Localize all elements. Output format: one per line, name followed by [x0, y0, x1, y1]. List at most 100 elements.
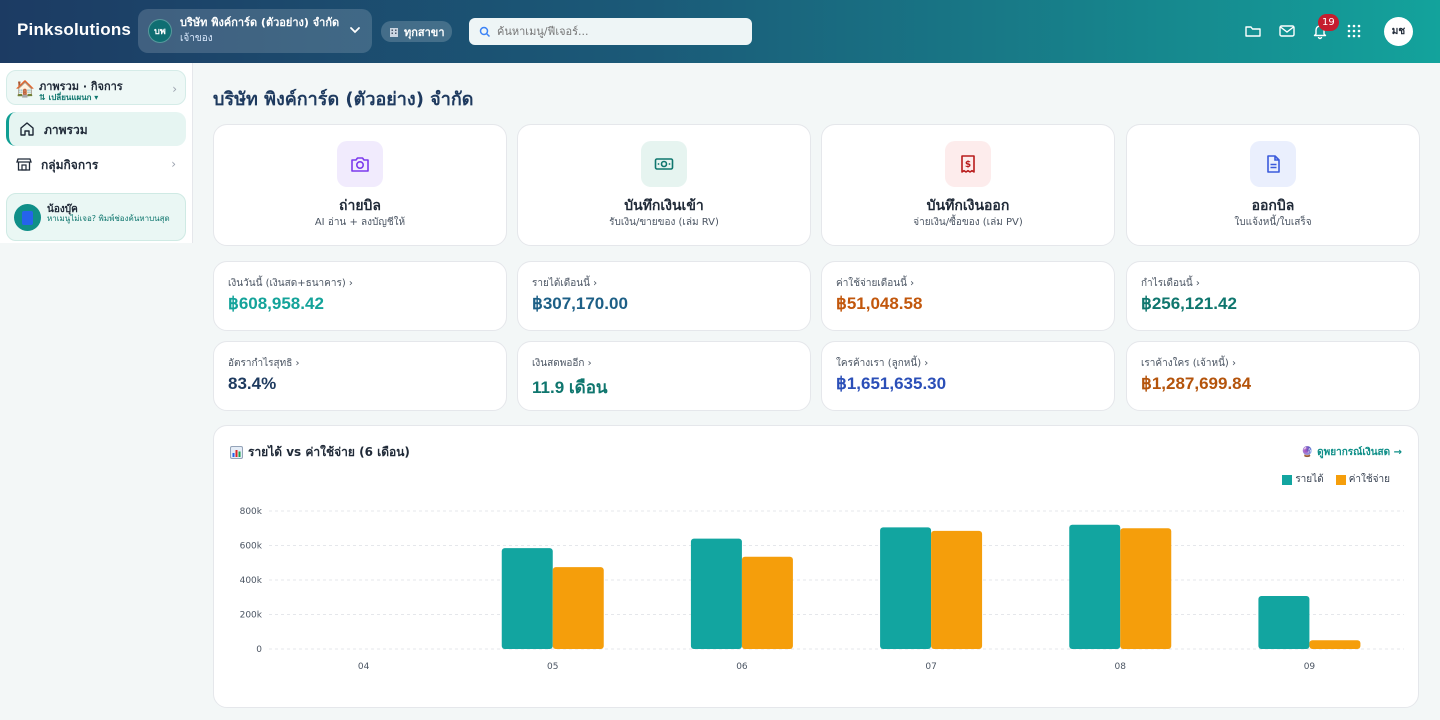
assistant-name: น้องบุ๊ค: [47, 204, 78, 215]
sidebar: 🏠 ภาพรวม · กิจการ ⇅ เปลี่ยนแผนก ▾ › ภาพร…: [0, 63, 193, 243]
quick-action-icon-box: [1250, 141, 1296, 187]
bar-expense: [1309, 640, 1361, 649]
building-icon: [390, 27, 398, 37]
brand-logo[interactable]: Pinksolutions: [17, 20, 132, 39]
stat-value: ฿307,170.00: [532, 294, 628, 313]
book-icon: [22, 210, 33, 225]
bar-income: [501, 548, 553, 649]
x-tick-label: 09: [1304, 662, 1316, 672]
workspace-switcher[interactable]: 🏠 ภาพรวม · กิจการ ⇅ เปลี่ยนแผนก ▾ ›: [6, 70, 186, 105]
stat-value: 83.4%: [228, 374, 277, 393]
quick-action-record-expense[interactable]: $ บันทึกเงินออก จ่ายเงิน/ซื้อของ (เล่ม P…: [821, 124, 1115, 246]
stat-label: อัตรากำไรสุทธิ ›: [228, 358, 300, 369]
quick-action-icon-box: [641, 141, 687, 187]
bar-expense: [931, 530, 983, 649]
stat-label: เราค้างใคร (เจ้าหนี้) ›: [1141, 358, 1237, 369]
chart-legend: รายได้ ค่าใช้จ่าย: [1282, 472, 1390, 487]
bar-chart: 0 200k 400k 600k 800k 04 05 06 07 08 09: [240, 507, 1404, 672]
stat-label: ค่าใช้จ่ายเดือนนี้ ›: [836, 278, 915, 289]
assistant-description: หาเมนูไม่เจอ? พิมพ์ช่องค้นหาบนสุด: [47, 214, 170, 223]
quick-action-scan-bill[interactable]: ถ่ายบิล AI อ่าน + ลงบัญชีให้: [213, 124, 507, 246]
bar-income: [1258, 596, 1310, 649]
user-avatar[interactable]: มช: [1384, 17, 1413, 46]
stat-expense-month[interactable]: ค่าใช้จ่ายเดือนนี้ › ฿51,048.58: [821, 261, 1115, 331]
y-tick-label: 600k: [240, 542, 263, 552]
folder-icon[interactable]: [1244, 22, 1262, 40]
quick-action-title: บันทึกเงินออก: [926, 198, 1010, 214]
quick-action-icon-box: [337, 141, 383, 187]
quick-action-record-income[interactable]: บันทึกเงินเข้า รับเงิน/ขายของ (เล่ม RV): [517, 124, 811, 246]
stat-income-month[interactable]: รายได้เดือนนี้ › ฿307,170.00: [517, 261, 811, 331]
quick-action-subtitle: รับเงิน/ขายของ (เล่ม RV): [609, 217, 719, 228]
stat-value: ฿608,958.42: [228, 294, 324, 313]
search-bar[interactable]: [469, 18, 752, 45]
house-icon: 🏠: [15, 79, 35, 98]
x-tick-label: 07: [925, 662, 936, 672]
quick-action-title: ออกบิล: [1251, 198, 1295, 214]
income-expense-chart-card: 0 200k 400k 600k 800k 04 05 06 07 08 09 รายได้ vs …: [213, 425, 1419, 708]
search-input[interactable]: [497, 25, 737, 38]
chevron-right-icon: ›: [172, 82, 177, 96]
y-tick-label: 0: [256, 645, 262, 655]
legend-item: ค่าใช้จ่าย: [1335, 472, 1390, 487]
search-icon: [479, 26, 491, 37]
stat-value: ฿1,651,635.30: [836, 374, 947, 393]
quick-action-subtitle: AI อ่าน + ลงบัญชีให้: [314, 217, 406, 228]
quick-action-issue-invoice[interactable]: ออกบิล ใบแจ้งหนี้/ใบเสร็จ: [1126, 124, 1420, 246]
document-icon: [1267, 155, 1280, 173]
stat-label: ใครค้างเรา (ลูกหนี้) ›: [836, 358, 929, 369]
bar-expense: [741, 556, 793, 649]
branch-selector[interactable]: ทุกสาขา: [381, 21, 452, 42]
bar-income: [880, 527, 932, 649]
x-tick-label: 06: [736, 662, 748, 672]
x-tick-label: 08: [1115, 662, 1127, 672]
notification-badge: 19: [1318, 14, 1339, 31]
stat-value: ฿51,048.58: [836, 294, 923, 313]
company-role: เจ้าของ: [180, 33, 213, 44]
y-tick-label: 400k: [240, 576, 263, 586]
assistant-avatar: [14, 204, 41, 231]
legend-label: รายได้: [1295, 474, 1324, 485]
stat-value: 11.9 เดือน: [532, 378, 608, 397]
company-switcher[interactable]: บพ บริษัท พิงค์การ์ด (ตัวอย่าง) จำกัด เจ…: [138, 9, 372, 53]
top-header: Pinksolutions บพ บริษัท พิงค์การ์ด (ตัวอ…: [0, 0, 1440, 63]
quick-action-subtitle: จ่ายเงิน/ซื้อของ (เล่ม PV): [913, 217, 1023, 228]
x-tick-label: 04: [358, 662, 370, 672]
mail-icon[interactable]: [1278, 22, 1296, 40]
svg-text:$: $: [965, 160, 971, 170]
y-tick-label: 200k: [240, 611, 263, 621]
stat-label: เงินสดพออีก ›: [532, 358, 592, 369]
chart-title: รายได้ vs ค่าใช้จ่าย (6 เดือน): [230, 443, 410, 462]
stat-receivables[interactable]: ใครค้างเรา (ลูกหนี้) › ฿1,651,635.30: [821, 341, 1115, 411]
quick-action-subtitle: ใบแจ้งหนี้/ใบเสร็จ: [1234, 217, 1312, 228]
workspace-switch-link[interactable]: ⇅ เปลี่ยนแผนก ▾: [39, 93, 99, 102]
bar-income: [1069, 524, 1121, 649]
company-avatar: บพ: [148, 19, 172, 43]
home-icon: [20, 122, 34, 136]
bar-income: [690, 538, 742, 649]
camera-icon: [351, 157, 369, 172]
apps-grid-icon[interactable]: [1345, 22, 1363, 40]
stat-cash-today[interactable]: เงินวันนี้ (เงินสด+ธนาคาร) › ฿608,958.42: [213, 261, 507, 331]
stat-profit-month[interactable]: กำไรเดือนนี้ › ฿256,121.42: [1126, 261, 1420, 331]
cash-icon: [654, 158, 674, 170]
stat-net-margin[interactable]: อัตรากำไรสุทธิ › 83.4%: [213, 341, 507, 411]
sidebar-item-overview[interactable]: ภาพรวม: [6, 112, 186, 146]
bar-expense: [552, 567, 604, 649]
receipt-icon: $: [961, 155, 975, 173]
workspace-title: ภาพรวม · กิจการ: [39, 80, 123, 93]
bar-expense: [1120, 528, 1172, 649]
store-icon: [16, 158, 32, 171]
stat-label: รายได้เดือนนี้ ›: [532, 278, 598, 289]
sidebar-item-label: ภาพรวม: [44, 123, 88, 137]
legend-label: ค่าใช้จ่าย: [1348, 474, 1390, 485]
stat-value: ฿1,287,699.84: [1141, 374, 1252, 393]
cash-forecast-link[interactable]: 🔮 ดูพยากรณ์เงินสด →: [1301, 447, 1402, 458]
stat-cash-runway[interactable]: เงินสดพออีก › 11.9 เดือน: [517, 341, 811, 411]
sidebar-item-business-group[interactable]: กลุ่มกิจการ ›: [6, 147, 186, 181]
quick-action-icon-box: $: [945, 141, 991, 187]
sidebar-item-label: กลุ่มกิจการ: [41, 158, 99, 172]
stat-payables[interactable]: เราค้างใคร (เจ้าหนี้) › ฿1,287,699.84: [1126, 341, 1420, 411]
y-tick-label: 800k: [240, 507, 263, 517]
assistant-helper[interactable]: น้องบุ๊ค หาเมนูไม่เจอ? พิมพ์ช่องค้นหาบนส…: [6, 193, 186, 241]
